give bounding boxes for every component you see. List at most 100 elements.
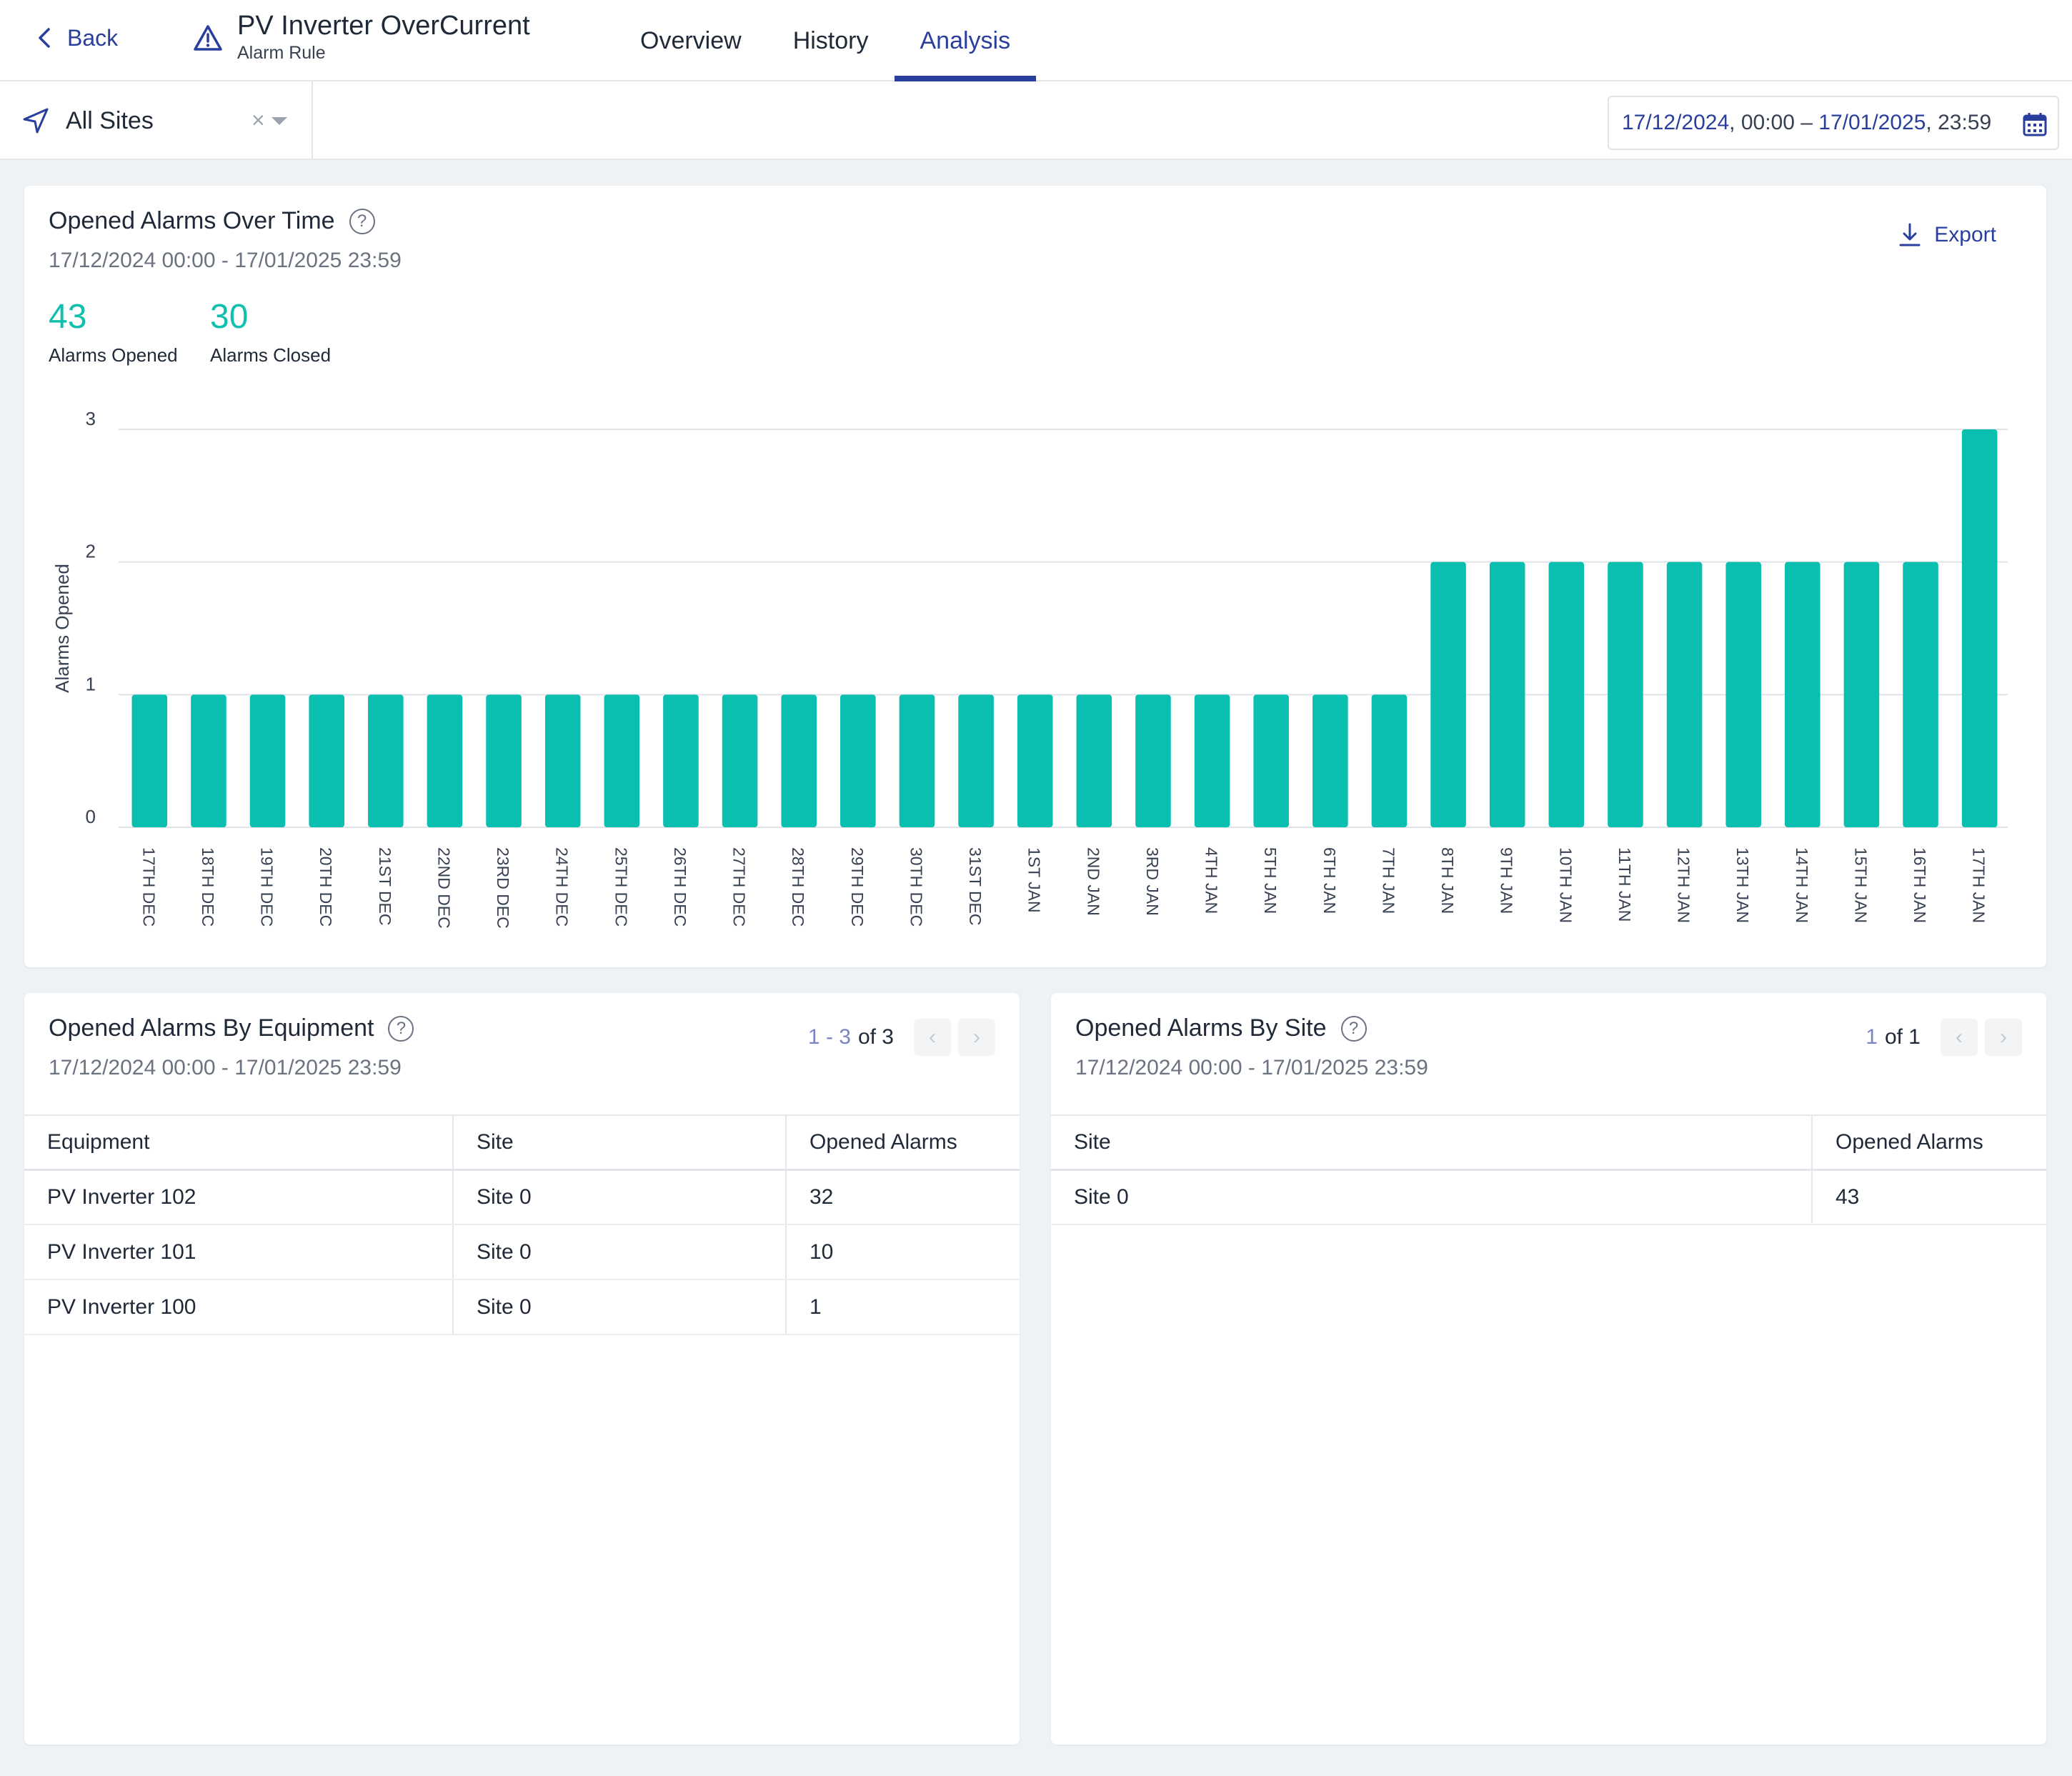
date-start: 17/12/2024 bbox=[1622, 111, 1730, 134]
date-range-picker[interactable]: 17/12/2024 , 00:00 – 17/01/2025 , 23:59 bbox=[1608, 96, 2059, 150]
x-tick-label: 24TH DEC bbox=[553, 847, 572, 927]
chevron-down-icon[interactable] bbox=[272, 117, 287, 125]
x-tick-label: 1ST JAN bbox=[1025, 847, 1044, 913]
x-tick-label: 21ST DEC bbox=[376, 847, 394, 926]
calendar-icon[interactable] bbox=[2022, 111, 2048, 137]
alarms-closed-count: 30 bbox=[210, 298, 249, 336]
next-page-button[interactable]: › bbox=[1985, 1019, 2022, 1056]
bar bbox=[1548, 562, 1585, 827]
site-select-value: All Sites bbox=[66, 106, 154, 134]
bar bbox=[1785, 562, 1821, 827]
bar bbox=[131, 694, 168, 827]
table-cell: 32 bbox=[785, 1169, 1020, 1225]
over-time-title: Opened Alarms Over Time bbox=[49, 207, 335, 234]
bar bbox=[249, 694, 286, 827]
x-tick-label: 26TH DEC bbox=[671, 847, 689, 927]
bar bbox=[1076, 694, 1112, 827]
download-icon bbox=[1899, 223, 1921, 246]
alarms-by-site-card: Opened Alarms By Site ? 17/12/2024 00:00… bbox=[1051, 993, 2046, 1745]
page-title: PV Inverter OverCurrent bbox=[237, 11, 530, 41]
table-row[interactable]: PV Inverter 101 Site 0 10 bbox=[24, 1224, 1020, 1280]
prev-page-button[interactable]: ‹ bbox=[1941, 1019, 1978, 1056]
bar bbox=[1725, 562, 1761, 827]
alarms-by-equipment-card: Opened Alarms By Equipment ? 17/12/2024 … bbox=[24, 993, 1020, 1745]
alarms-closed-label: Alarms Closed bbox=[210, 344, 332, 366]
table-cell: Site 0 bbox=[452, 1169, 786, 1225]
bar bbox=[958, 694, 994, 827]
by-site-title: Opened Alarms By Site bbox=[1075, 1014, 1327, 1042]
back-button[interactable]: Back bbox=[36, 23, 118, 53]
help-circle-icon[interactable]: ? bbox=[388, 1015, 414, 1042]
bar bbox=[1843, 562, 1880, 827]
x-tick-label: 23RD DEC bbox=[494, 847, 512, 929]
export-button[interactable]: Export bbox=[1898, 223, 1996, 247]
column-header[interactable]: Site bbox=[1051, 1114, 1812, 1171]
column-header[interactable]: Equipment bbox=[24, 1114, 453, 1171]
x-tick-label: 18TH DEC bbox=[199, 847, 217, 927]
column-header[interactable]: Opened Alarms bbox=[1811, 1114, 2046, 1171]
x-tick-label: 31ST DEC bbox=[966, 847, 985, 926]
table-header-row: Site Opened Alarms bbox=[1051, 1114, 2046, 1171]
x-tick-label: 10TH JAN bbox=[1556, 847, 1575, 923]
navigation-arrow-icon bbox=[23, 108, 49, 134]
x-tick-label: 2ND JAN bbox=[1084, 847, 1102, 916]
chevron-left-icon bbox=[39, 28, 50, 48]
x-tick-label: 16TH JAN bbox=[1911, 847, 1929, 923]
bar bbox=[663, 694, 699, 827]
pager-range: 1 bbox=[1866, 1025, 1878, 1049]
page-title-block: PV Inverter OverCurrent Alarm Rule bbox=[193, 9, 530, 63]
site-select[interactable]: All Sites × bbox=[0, 81, 313, 160]
table-row[interactable]: PV Inverter 102 Site 0 32 bbox=[24, 1169, 1020, 1225]
by-site-range: 17/12/2024 00:00 - 17/01/2025 23:59 bbox=[1075, 1056, 1428, 1079]
x-tick-label: 6TH JAN bbox=[1320, 847, 1339, 914]
x-tick-label: 12TH JAN bbox=[1675, 847, 1693, 923]
warning-triangle-icon bbox=[194, 25, 222, 51]
time-end: , 23:59 bbox=[1926, 111, 1992, 134]
table-row[interactable]: Site 0 43 bbox=[1051, 1169, 2046, 1225]
column-header[interactable]: Opened Alarms bbox=[785, 1114, 1020, 1171]
x-tick-label: 5TH JAN bbox=[1261, 847, 1280, 914]
over-time-range: 17/12/2024 00:00 - 17/01/2025 23:59 bbox=[49, 249, 402, 272]
alarms-opened-count: 43 bbox=[49, 298, 87, 336]
table-header-row: Equipment Site Opened Alarms bbox=[24, 1114, 1020, 1171]
pager-total: of 1 bbox=[1884, 1025, 1921, 1049]
alarms-over-time-card: Opened Alarms Over Time ? 17/12/2024 00:… bbox=[24, 186, 2046, 967]
bar bbox=[1666, 562, 1703, 827]
back-label: Back bbox=[67, 24, 119, 51]
table-cell: 1 bbox=[785, 1279, 1020, 1335]
x-tick-label: 15TH JAN bbox=[1851, 847, 1870, 923]
y-tick-label: 0 bbox=[86, 806, 96, 827]
pager-range: 1 - 3 bbox=[807, 1025, 851, 1049]
table-cell: PV Inverter 102 bbox=[24, 1169, 453, 1225]
bar bbox=[1135, 694, 1171, 827]
help-circle-icon[interactable]: ? bbox=[1340, 1015, 1367, 1042]
x-tick-label: 30TH DEC bbox=[907, 847, 925, 927]
table-cell: PV Inverter 100 bbox=[24, 1279, 453, 1335]
column-header[interactable]: Site bbox=[452, 1114, 786, 1171]
next-page-button[interactable]: › bbox=[958, 1019, 995, 1056]
y-axis-label: Alarms Opened bbox=[51, 564, 73, 693]
help-circle-icon[interactable]: ? bbox=[349, 208, 375, 234]
tab-analysis[interactable]: Analysis bbox=[894, 0, 1037, 81]
bar bbox=[544, 694, 581, 827]
bar bbox=[840, 694, 876, 827]
tab-overview[interactable]: Overview bbox=[640, 26, 742, 54]
date-end: 17/01/2025 bbox=[1818, 111, 1926, 134]
clear-icon[interactable]: × bbox=[251, 107, 265, 133]
x-tick-label: 25TH DEC bbox=[612, 847, 630, 927]
bar bbox=[368, 694, 404, 827]
tab-history[interactable]: History bbox=[792, 26, 869, 54]
export-label: Export bbox=[1934, 223, 1996, 246]
x-tick-label: 22ND DEC bbox=[434, 847, 453, 929]
bar bbox=[1194, 694, 1230, 827]
y-tick-label: 1 bbox=[86, 673, 96, 694]
filter-bar: All Sites × 17/12/2024 , 00:00 – 17/01/2… bbox=[0, 81, 2072, 160]
table-cell: Site 0 bbox=[452, 1279, 786, 1335]
card-title: Opened Alarms Over Time ? bbox=[49, 207, 375, 235]
bar bbox=[1903, 562, 1938, 827]
prev-page-button[interactable]: ‹ bbox=[914, 1019, 951, 1056]
table-cell: 43 bbox=[1811, 1169, 2046, 1225]
by-equipment-title: Opened Alarms By Equipment bbox=[49, 1014, 374, 1042]
x-tick-label: 20TH DEC bbox=[317, 847, 335, 927]
table-row[interactable]: PV Inverter 100 Site 0 1 bbox=[24, 1279, 1020, 1335]
